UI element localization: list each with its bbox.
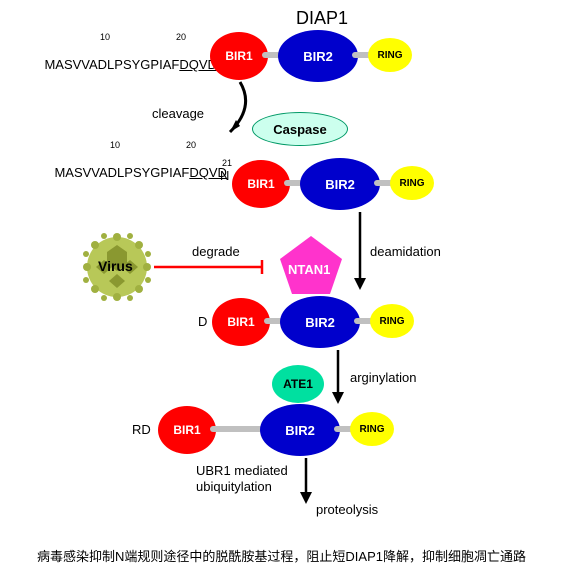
- figure-caption: 病毒感染抑制N端规则途径中的脱酰胺基过程，阻止短DIAP1降解，抑制细胞凋亡通路: [0, 540, 563, 571]
- inhibition-line: [154, 258, 274, 276]
- bir1-domain-row1: BIR1: [210, 32, 268, 80]
- seq-prefix: MASVVADLPSYGPIAF: [44, 57, 179, 72]
- bir1-domain-row4: BIR1: [158, 406, 216, 454]
- bir2-domain-row2: BIR2: [300, 158, 380, 210]
- virus-label: Virus: [98, 258, 133, 274]
- arginylation-arrow: [330, 350, 346, 406]
- ring-domain-row4: RING: [350, 412, 394, 446]
- ate1-enzyme: ATE1: [272, 365, 324, 403]
- bir1-domain-row3: BIR1: [212, 298, 270, 346]
- seq-prefix-2: MASVVADLPSYGPIAF: [54, 165, 189, 180]
- diap1-pathway-diagram: DIAP1 10 20 MASVVADLPSYGPIAFDQVDN BIR1 B…: [0, 0, 563, 540]
- arginylation-label: arginylation: [350, 370, 417, 385]
- ring-domain-row1: RING: [368, 38, 412, 72]
- sequence-full-row1: MASVVADLPSYGPIAFDQVDN: [30, 42, 226, 87]
- deamidation-label: deamidation: [370, 244, 441, 259]
- n-terminus-label: N: [220, 168, 229, 183]
- proteolysis-label: proteolysis: [316, 502, 378, 517]
- cleavage-label: cleavage: [152, 106, 204, 121]
- cleavage-arrow: [210, 82, 260, 142]
- diagram-title: DIAP1: [296, 8, 348, 29]
- d-terminus-label: D: [198, 314, 207, 329]
- bir2-domain-row1: BIR2: [278, 30, 358, 82]
- seq-number-20b: 20: [186, 140, 196, 150]
- bir2-domain-row3: BIR2: [280, 296, 360, 348]
- seq-number-10: 10: [100, 32, 110, 42]
- ntan1-enzyme: NTAN1: [276, 234, 346, 303]
- connector-row4a: [210, 426, 266, 432]
- ring-domain-row3: RING: [370, 304, 414, 338]
- sequence-cleaved: MASVVADLPSYGPIAFDQVD: [40, 150, 227, 195]
- ntan1-label: NTAN1: [288, 262, 330, 277]
- ring-domain-row2: RING: [390, 166, 434, 200]
- seq-number-21: 21: [222, 158, 232, 168]
- degrade-label: degrade: [192, 244, 240, 259]
- bir1-domain-row2: BIR1: [232, 160, 290, 208]
- bir2-domain-row4: BIR2: [260, 404, 340, 456]
- virus-particle: Virus: [80, 230, 154, 304]
- rd-terminus-label: RD: [132, 422, 151, 437]
- proteolysis-arrow: [298, 458, 314, 506]
- seq-number-20: 20: [176, 32, 186, 42]
- caspase-enzyme: Caspase: [252, 112, 348, 146]
- deamidation-arrow: [352, 212, 368, 292]
- ubr1-label: UBR1 mediated ubiquitylation: [196, 463, 288, 494]
- seq-number-10b: 10: [110, 140, 120, 150]
